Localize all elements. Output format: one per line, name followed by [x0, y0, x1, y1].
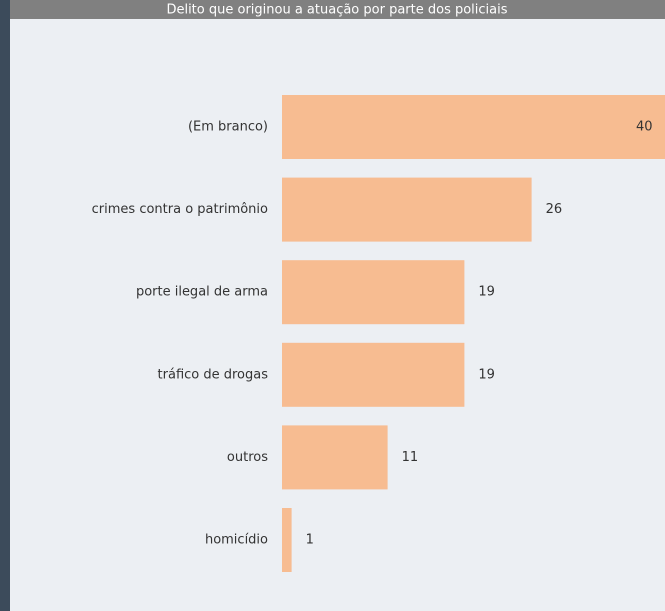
category-label: crimes contra o patrimônio: [92, 202, 268, 217]
chart-title: Delito que originou a atuação por parte …: [166, 3, 507, 18]
data-label: 1: [306, 533, 314, 548]
data-label: 11: [402, 450, 419, 465]
category-label: outros: [227, 450, 268, 465]
bar: [282, 177, 532, 242]
data-label: 26: [546, 202, 563, 217]
category-label: (Em branco): [188, 120, 268, 135]
category-label: porte ilegal de arma: [136, 285, 268, 300]
bar: [282, 260, 465, 325]
side-strip: [0, 0, 10, 611]
category-label: homicídio: [205, 533, 268, 548]
data-label: 19: [478, 285, 495, 300]
title-bar: [10, 0, 665, 19]
category-label: tráfico de drogas: [158, 367, 269, 382]
bar: [282, 508, 292, 572]
data-label: 19: [478, 367, 495, 382]
bar: [282, 95, 665, 159]
data-label: 40: [636, 120, 653, 135]
bar: [282, 425, 388, 490]
bar: [282, 342, 465, 407]
